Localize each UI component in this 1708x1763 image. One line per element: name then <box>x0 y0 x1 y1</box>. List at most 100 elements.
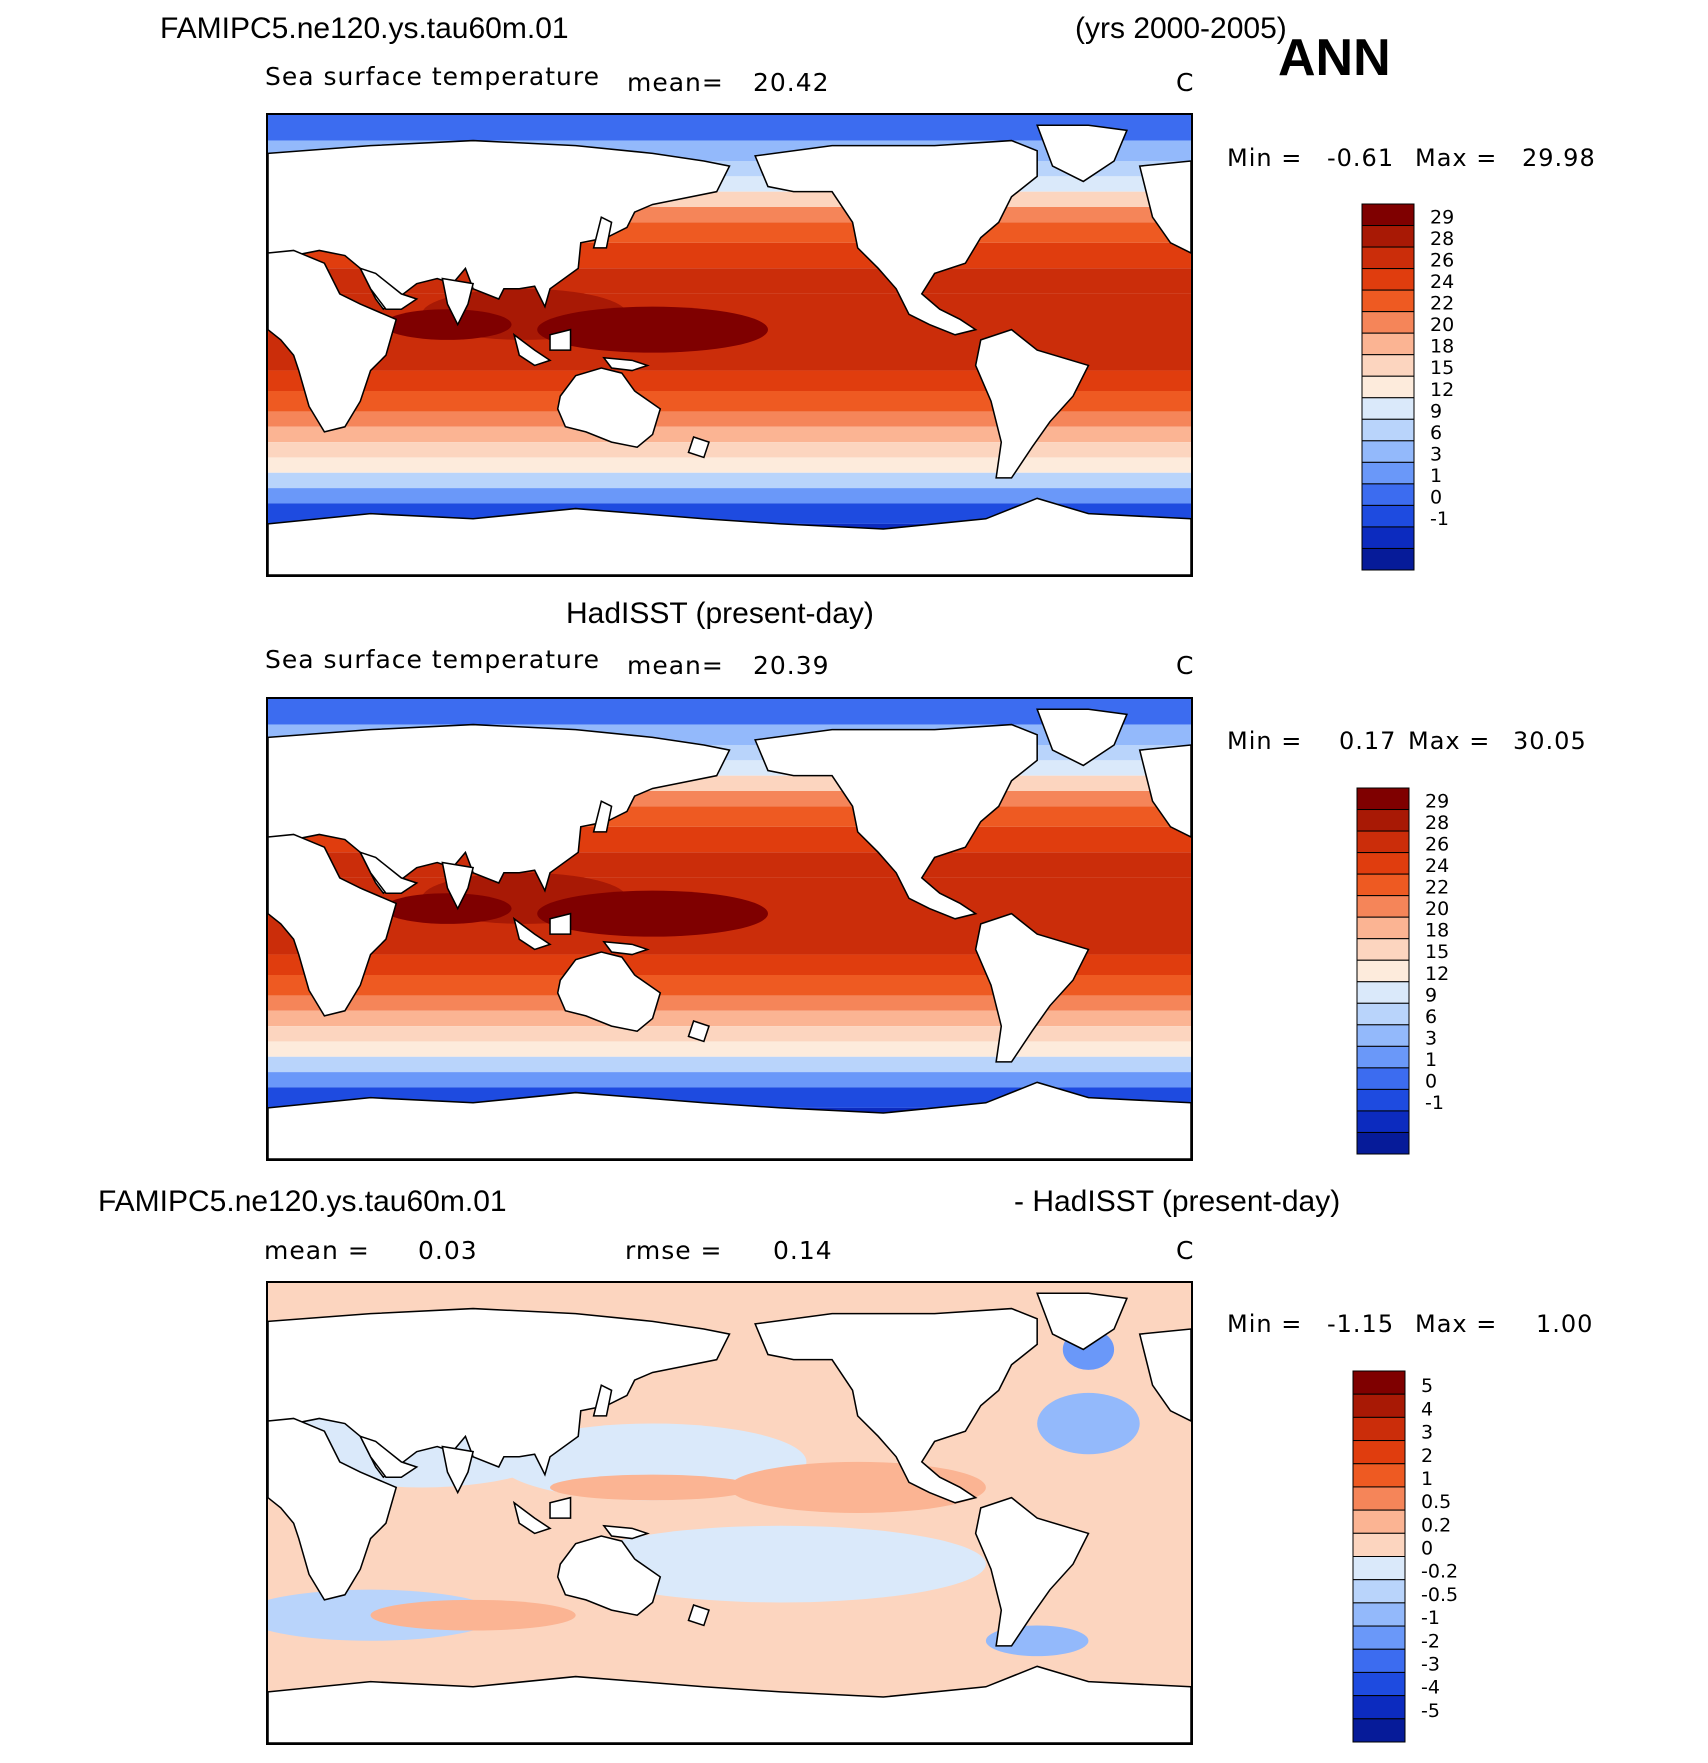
sst-band <box>268 411 1191 427</box>
panel1-units: C <box>1176 68 1195 97</box>
indian-ocean-core <box>383 309 512 340</box>
colorbar-swatch <box>1352 1393 1406 1418</box>
colorbar-tick-label: 4 <box>1421 1398 1433 1420</box>
colorbar-tick-label: 6 <box>1430 422 1442 444</box>
panel2-max-value: 30.05 <box>1513 727 1587 755</box>
diff-anomaly <box>1037 1392 1140 1455</box>
continent-outline <box>592 1384 613 1417</box>
colorbar-tick-label: 15 <box>1425 941 1449 963</box>
colorbar-tick-label: 0 <box>1425 1070 1437 1092</box>
continent-outline <box>556 951 662 1033</box>
colorbar-tick-label: -1 <box>1421 1607 1440 1629</box>
continent-outline <box>1036 1292 1128 1351</box>
panel2-min-label: Min = <box>1227 727 1303 755</box>
continent-outline <box>441 861 475 911</box>
colorbar-tick-label: 24 <box>1430 271 1454 293</box>
panel3-max-value: 1.00 <box>1536 1310 1594 1338</box>
continent-outline <box>441 1445 475 1495</box>
panel1-min-label: Min = <box>1227 144 1303 172</box>
colorbar-tick-label: 3 <box>1421 1422 1433 1444</box>
panel3-colorbar: 5 4 3 2 1 0.5 0.2 0 -0.2 -0.5 -1 -2 -3 -4 -5 <box>1351 1369 1491 1744</box>
sst-band <box>268 1026 1191 1042</box>
colorbar-swatch <box>1361 397 1415 420</box>
continent-outline <box>1138 744 1191 838</box>
colorbar-tick-label: 18 <box>1425 920 1449 942</box>
colorbar-swatch <box>1361 504 1415 528</box>
sst-band <box>268 1010 1191 1027</box>
colorbar-tick-label: 0.2 <box>1421 1514 1451 1536</box>
colorbar-tick-label: 22 <box>1425 877 1449 899</box>
continent-outline <box>754 723 1038 920</box>
colorbar-tick-label: 0 <box>1421 1538 1433 1560</box>
continent-outline <box>592 800 613 833</box>
continent-outline <box>1036 124 1128 183</box>
diff-anomaly <box>575 1525 986 1603</box>
indian-ocean-core <box>383 893 512 924</box>
continent-outline <box>1036 708 1128 767</box>
colorbar-tick-label: -3 <box>1421 1653 1440 1675</box>
continent-outline <box>512 332 552 367</box>
panel1-map-svg <box>268 115 1191 575</box>
colorbar-swatch <box>1356 1045 1410 1069</box>
colorbar-swatch <box>1361 225 1415 248</box>
colorbar-tick-label: 28 <box>1425 812 1449 834</box>
panel3-units: C <box>1176 1236 1195 1265</box>
colorbar-tick-label: 18 <box>1430 336 1454 358</box>
colorbar-swatch <box>1352 1579 1406 1604</box>
sst-band <box>268 472 1191 489</box>
panel2-mean-label: mean= <box>627 651 724 680</box>
continent-outline <box>268 1665 1191 1743</box>
continent-outline <box>687 436 710 459</box>
colorbar-tick-label: 29 <box>1430 207 1454 229</box>
colorbar-swatch <box>1356 1110 1410 1133</box>
colorbar-tick-label: 12 <box>1425 963 1449 985</box>
colorbar-swatch <box>1356 981 1410 1004</box>
sst-band <box>268 1041 1191 1057</box>
continent-outline <box>358 851 419 894</box>
continent-outline <box>512 1500 552 1535</box>
colorbar-tick-label: 1 <box>1430 465 1442 487</box>
colorbar-swatch <box>1356 916 1410 940</box>
panel3-map <box>266 1281 1193 1745</box>
continent-outline <box>358 1435 419 1478</box>
colorbar-swatch <box>1356 1067 1410 1090</box>
panel3-rmse-value: 0.14 <box>773 1236 833 1265</box>
colorbar-tick-label: 20 <box>1425 898 1449 920</box>
panel3-title-right: - HadISST (present-day) <box>1014 1185 1341 1218</box>
colorbar-swatch <box>1352 1486 1406 1511</box>
colorbar-tick-label: 9 <box>1430 400 1442 422</box>
panel2-map-svg <box>268 699 1191 1159</box>
colorbar-tick-label: -5 <box>1421 1700 1440 1722</box>
colorbar-swatch <box>1356 938 1410 961</box>
continent-outline <box>556 367 662 449</box>
continent-outline <box>549 1496 572 1519</box>
colorbar-swatch <box>1356 1088 1410 1112</box>
panel2-units: C <box>1176 651 1195 680</box>
sst-band <box>268 488 1191 504</box>
colorbar-tick-label: 5 <box>1421 1375 1433 1397</box>
sst-band <box>268 442 1191 458</box>
colorbar-swatch <box>1356 1024 1410 1047</box>
colorbar-tick-label: -1 <box>1425 1092 1444 1114</box>
warm-pool-core <box>537 890 768 937</box>
colorbar-tick-label: 24 <box>1425 855 1449 877</box>
colorbar-tick-label: -1 <box>1430 508 1449 530</box>
panel2-colorbar: 29 28 26 24 22 20 18 15 12 9 6 3 1 0 -1 <box>1355 786 1475 1156</box>
continent-outline <box>268 1417 398 1601</box>
colorbar-swatch <box>1352 1648 1406 1673</box>
colorbar-swatch <box>1361 375 1415 399</box>
colorbar-swatch <box>1356 959 1410 983</box>
continent-outline <box>268 497 1191 575</box>
continent-outline <box>441 277 475 327</box>
panel1-variable: Sea surface temperature <box>265 62 600 91</box>
panel1-max-value: 29.98 <box>1522 144 1596 172</box>
sst-band <box>268 1056 1191 1073</box>
colorbar-swatch <box>1356 873 1410 897</box>
continent-outline <box>974 912 1090 1063</box>
colorbar-tick-label: -2 <box>1421 1630 1440 1652</box>
colorbar-swatch <box>1352 1532 1406 1557</box>
colorbar-swatch <box>1352 1509 1406 1534</box>
colorbar-tick-label: 0.5 <box>1421 1491 1451 1513</box>
panel1-min-value: -0.61 <box>1327 144 1395 172</box>
